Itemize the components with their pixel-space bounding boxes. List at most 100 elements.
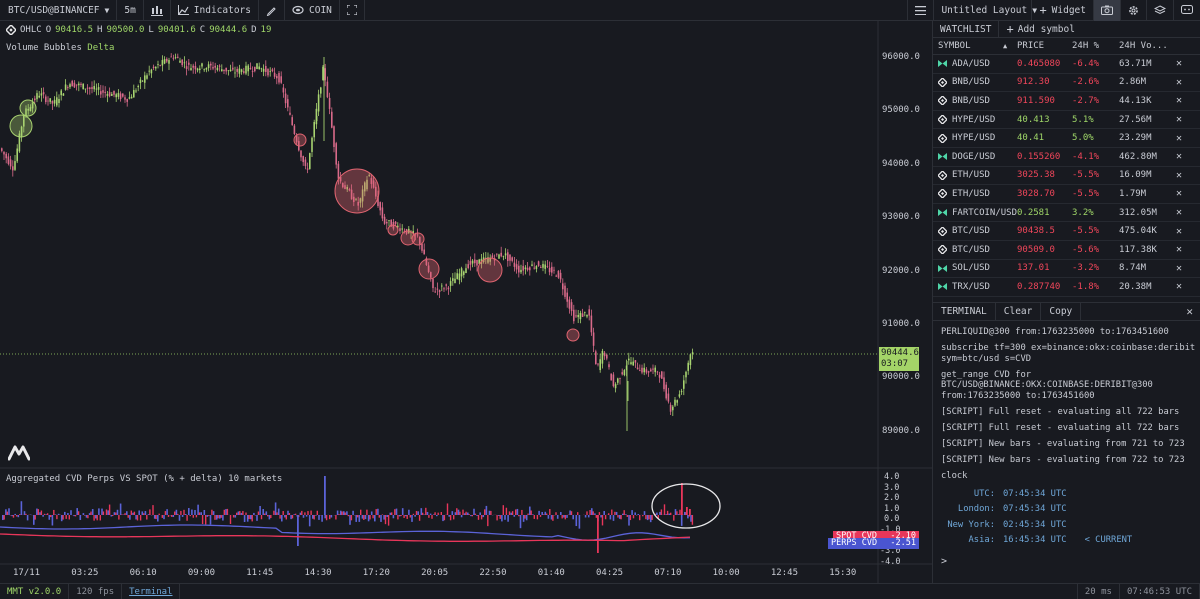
copy-button[interactable]: Copy [1041,302,1082,321]
watchlist-row[interactable]: BNB/USD 911.590 -2.7% 44.13K ✕ [933,92,1200,111]
close-icon[interactable]: ✕ [1176,151,1183,163]
close-icon[interactable]: ✕ [1176,76,1183,88]
watchlist-row[interactable]: ETH/USD 3025.38 -5.5% 16.09M ✕ [933,167,1200,186]
settings-button[interactable] [1120,0,1146,21]
spot-delta-bar [505,507,508,515]
col-volume[interactable]: 24H Vo... [1119,41,1168,51]
close-icon[interactable]: ✕ [1176,169,1183,181]
col-price[interactable]: PRICE [1017,41,1045,51]
candlesticks [1,53,694,431]
perps-delta-bar [417,511,419,515]
spot-delta-bar [629,515,632,521]
col-change[interactable]: 24H % [1072,41,1100,51]
candle-body [397,225,399,228]
candle-body [284,93,287,104]
chat-button[interactable] [1173,0,1200,21]
candle-body [617,378,619,383]
candle-body [529,267,531,271]
price-tick-label: 95000.0 [882,105,920,116]
perps-delta-bar [674,509,677,515]
camera-icon [1101,5,1113,15]
spot-delta-bar [617,515,619,518]
layers-button[interactable] [1146,0,1173,21]
draw-button[interactable] [259,0,285,21]
watchlist-row[interactable]: ADA/USD 0.465080 -6.4% 63.71M ✕ [933,55,1200,74]
volume-bubble [411,232,425,246]
watchlist-row[interactable]: HYPE/USD 40.41 5.0% 23.29M ✕ [933,129,1200,148]
spot-delta-bar [15,515,18,517]
menu-button[interactable] [907,0,933,21]
candle-body [38,95,40,98]
watchlist-row[interactable]: BTC/USD 90438.5 -5.5% 475.04K ✕ [933,222,1200,241]
fullscreen-button[interactable] [340,0,365,21]
exchange-icon [938,60,947,68]
spot-delta-bar [56,515,58,520]
watchlist-row[interactable]: HYPE/USD 40.413 5.1% 27.56M ✕ [933,111,1200,130]
candle-body [245,65,247,74]
chart-type-button[interactable] [144,0,171,21]
candle-body [430,272,432,278]
close-icon[interactable]: ✕ [1176,207,1183,219]
watchlist-row[interactable]: SOL/USD 137.01 -3.2% 8.74M ✕ [933,260,1200,279]
tab-terminal[interactable]: TERMINAL [933,302,996,321]
perps-delta-bar [346,511,348,515]
candle-body [606,354,608,359]
close-icon[interactable]: ✕ [1176,225,1183,237]
terminal-link[interactable]: Terminal [122,583,181,599]
price-chart[interactable] [0,21,932,584]
perps-delta-bar [482,515,485,518]
close-icon[interactable]: ✕ [1176,244,1183,256]
perps-delta-bar [129,515,131,520]
indicator-legend[interactable]: Volume Bubbles Delta [6,43,114,53]
perps-delta-bar [637,513,640,515]
perps-delta-bar [625,514,627,515]
symbol-text: HYPE/USD [952,114,996,125]
clear-button[interactable]: Clear [996,302,1042,321]
candle-body [665,384,667,399]
watchlist-row[interactable]: FARTCOIN/USD 0.2581 3.2% 312.05M ✕ [933,204,1200,223]
close-icon[interactable]: ✕ [1176,58,1183,70]
perps-delta-bar [529,506,531,515]
perps-delta-bar [181,515,184,517]
close-icon[interactable]: ✕ [1176,95,1183,107]
chart-area[interactable]: OHLC O 90416.5 H 90500.0 L 90401.6 C 90444.6… [0,21,932,584]
close-icon[interactable]: ✕ [1176,114,1183,126]
perps-delta-bar [42,515,44,517]
candle-body [146,75,148,79]
watchlist-row[interactable]: ETH/USD 3028.70 -5.5% 1.79M ✕ [933,185,1200,204]
candle-body [520,269,522,273]
indicators-button[interactable]: Indicators [171,0,259,21]
coins-icon [292,5,304,15]
candle-body [559,272,562,280]
spot-delta-bar [84,515,86,516]
candle-body [595,351,597,365]
add-symbol-button[interactable]: + Add symbol [999,22,1081,36]
symbol-selector[interactable]: BTC/USD@BINANCEF ▼ [0,0,118,21]
layout-selector[interactable]: Untitled Layout ▼ [933,0,1037,21]
close-icon[interactable]: ✕ [1176,281,1183,293]
watchlist-row[interactable]: TRX/USD 0.287740 -1.8% 20.38M ✕ [933,278,1200,297]
col-symbol[interactable]: SYMBOL [938,41,971,51]
watchlist-row[interactable]: DOGE/USD 0.155260 -4.1% 462.80M ✕ [933,148,1200,167]
close-icon[interactable]: ✕ [1176,188,1183,200]
symbol-text: SOL/USD [952,263,990,274]
candle-body [368,174,370,176]
spot-delta-bar [301,510,303,515]
watchlist-row[interactable]: BTC/USD 90509.0 -5.6% 117.38K ✕ [933,241,1200,260]
close-key: C [199,25,206,35]
perps-delta-bar [172,515,175,517]
close-icon[interactable]: ✕ [1186,305,1193,318]
terminal-prompt[interactable]: > [941,555,948,567]
candle-body [588,309,590,316]
close-icon[interactable]: ✕ [1176,132,1183,144]
watchlist-row[interactable]: BNB/USD 912.30 -2.6% 2.86M ✕ [933,74,1200,93]
close-icon[interactable]: ✕ [1176,262,1183,274]
screenshot-button[interactable] [1093,0,1120,21]
row-price: 0.465080 [1017,58,1061,69]
coin-button[interactable]: COIN [285,0,340,21]
timeframe-button[interactable]: 5m [117,0,144,21]
perps-delta-bar [51,515,54,526]
candle-body [592,332,595,346]
add-widget-button[interactable]: + Widget [1031,0,1093,21]
candle-body [557,270,560,278]
